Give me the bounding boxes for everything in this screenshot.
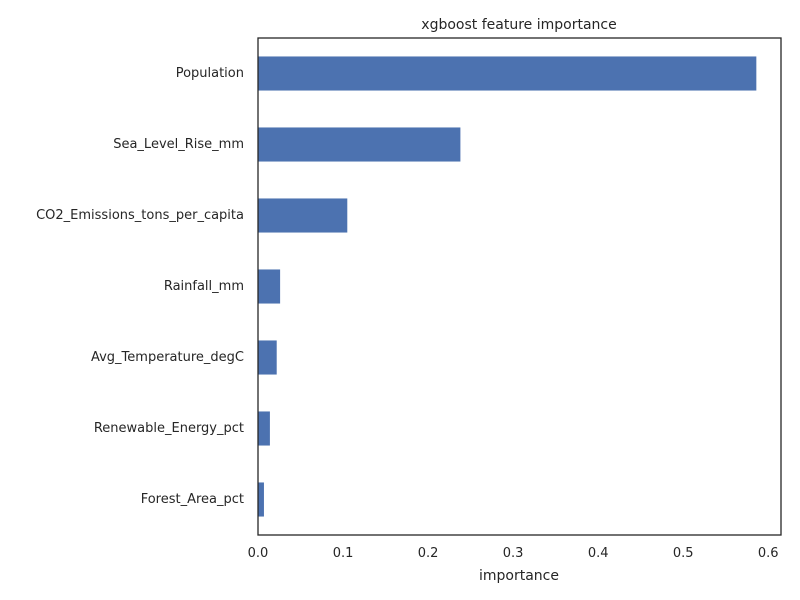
x-tick-label: 0.5: [673, 546, 694, 561]
x-tick-label: 0.0: [248, 546, 269, 561]
y-tick-label-forest-area-pct: Forest_Area_pct: [141, 492, 244, 507]
bar-avg-temperature-degc: [258, 340, 277, 375]
y-tick-label-rainfall-mm: Rainfall_mm: [164, 279, 244, 294]
y-tick-label-population: Population: [176, 66, 244, 81]
bar-forest-area-pct: [258, 482, 264, 517]
plot-frame: [257, 37, 782, 536]
bar-rainfall-mm: [258, 269, 281, 304]
bar-renewable-energy-pct: [258, 411, 270, 446]
bar-co2-emissions-tons-per-capita: [258, 198, 348, 233]
x-tick-labels: 0.0 0.1 0.2 0.3 0.4 0.5 0.6: [248, 546, 779, 561]
chart-title: xgboost feature importance: [421, 17, 616, 33]
x-axis-label: importance: [479, 568, 559, 584]
x-tick-label: 0.1: [333, 546, 354, 561]
bar-population: [258, 56, 757, 91]
x-tick-label: 0.6: [758, 546, 779, 561]
x-tick-label: 0.3: [503, 546, 524, 561]
y-tick-label-sea-level-rise-mm: Sea_Level_Rise_mm: [113, 137, 244, 152]
x-tick-label: 0.4: [588, 546, 609, 561]
y-tick-labels: Population Sea_Level_Rise_mm CO2_Emissions…: [36, 66, 244, 507]
y-tick-label-co2-emissions-tons-per-capita: CO2_Emissions_tons_per_capita: [36, 208, 244, 223]
bars-group: [258, 56, 757, 517]
bar-sea-level-rise-mm: [258, 127, 461, 162]
x-tick-label: 0.2: [418, 546, 439, 561]
y-tick-label-renewable-energy-pct: Renewable_Energy_pct: [94, 421, 244, 436]
y-tick-label-avg-temperature-degc: Avg_Temperature_degC: [91, 350, 244, 365]
